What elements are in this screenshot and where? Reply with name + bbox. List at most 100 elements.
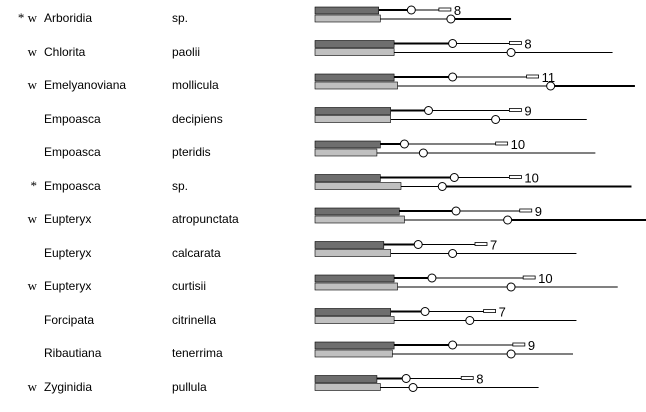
genus-label: Eupteryx [44,279,92,293]
dark-bar [314,6,379,15]
count-label: 11 [542,70,556,85]
dark-bar [314,107,391,115]
upper-circle [448,72,458,82]
species-label: curtisii [172,279,207,293]
species-label: atropunctata [172,212,239,226]
count-label: 8 [524,37,531,52]
genus-label: Arboridia [44,11,93,25]
upper-circle [451,206,461,216]
dark-bar [314,207,400,216]
row-marker: w [27,378,37,394]
upper-circle [448,39,458,48]
species-label: calcarata [172,245,221,260]
light-bar [314,182,402,190]
lower-circle [437,182,447,191]
species-label: mollicula [172,78,219,92]
light-bar [314,349,393,358]
genus-label: Eupteryx [44,212,92,226]
row-marker: w [27,211,37,226]
count-label: 8 [454,3,461,18]
upper-circle [406,5,416,15]
row-marker: w [27,77,37,92]
genus-label: Empoasca [44,145,101,159]
species-label: citrinella [172,312,217,327]
light-bar [314,316,395,324]
upper-circle [427,273,437,283]
upper-end-cap [495,141,509,146]
upper-end-cap [526,74,539,79]
lower-circle [448,249,458,258]
row-marker: w [27,278,37,293]
count-label: 8 [476,372,483,387]
count-label: 9 [524,104,531,119]
dark-bar [314,308,391,316]
lower-circle [408,383,418,392]
light-bar [314,81,398,90]
dark-bar [314,241,385,249]
species-label: sp. [172,178,189,193]
count-label: 10 [524,171,538,186]
lower-circle [465,316,475,325]
light-bar [314,148,378,157]
light-bar [314,115,391,123]
light-bar [314,215,405,224]
upper-end-cap [522,275,536,280]
upper-circle [401,374,411,383]
dark-bar [314,73,395,82]
upper-circle [449,173,459,182]
genus-label: Emelyanoviana [44,78,127,92]
genus-label: Zyginidia [44,379,93,394]
count-label: 9 [528,338,535,353]
genus-label: Ribautiana [44,346,102,360]
row-marker: * w [17,10,37,25]
count-label: 7 [499,305,506,320]
lower-circle [491,115,501,124]
genus-label: Forcipata [44,312,95,327]
row-marker: w [27,43,37,59]
upper-end-cap [460,376,474,380]
species-label: pteridis [172,145,211,159]
species-label: tenerrima [172,346,223,360]
upper-end-cap [483,309,497,313]
dark-bar [314,40,395,48]
genus-label: Empoasca [44,178,101,193]
dark-bar [314,274,395,283]
upper-end-cap [474,242,488,246]
dark-bar [314,140,381,149]
lower-circle [418,148,428,158]
upper-end-cap [438,7,452,12]
species-label: paolii [172,44,201,59]
upper-end-cap [508,108,522,112]
row-marker: * [30,177,38,193]
upper-circle [413,240,423,249]
upper-circle [448,340,458,350]
count-label: 7 [490,238,497,253]
lower-circle [506,48,516,57]
dark-bar [314,174,381,182]
dark-bar [314,375,378,383]
genus-label: Empoasca [44,111,101,126]
dark-bar [314,341,395,350]
lower-circle [506,282,516,292]
genus-label: Chlorita [44,44,86,59]
light-bar [314,48,395,56]
lower-circle [503,215,513,225]
lower-circle [506,349,516,359]
species-label: sp. [172,11,189,25]
upper-circle [399,139,409,149]
genus-label: Eupteryx [44,245,92,260]
lower-circle [446,14,456,24]
species-label: decipiens [172,111,223,126]
species-label: pullula [172,379,207,394]
upper-end-cap [512,342,526,347]
upper-circle [420,307,430,316]
upper-end-cap [519,208,533,213]
light-bar [314,282,398,291]
count-label: 10 [511,137,525,152]
upper-end-cap [508,41,522,45]
light-bar [314,249,391,257]
upper-end-cap [508,175,522,179]
count-label: 10 [538,271,552,286]
upper-circle [424,106,434,115]
